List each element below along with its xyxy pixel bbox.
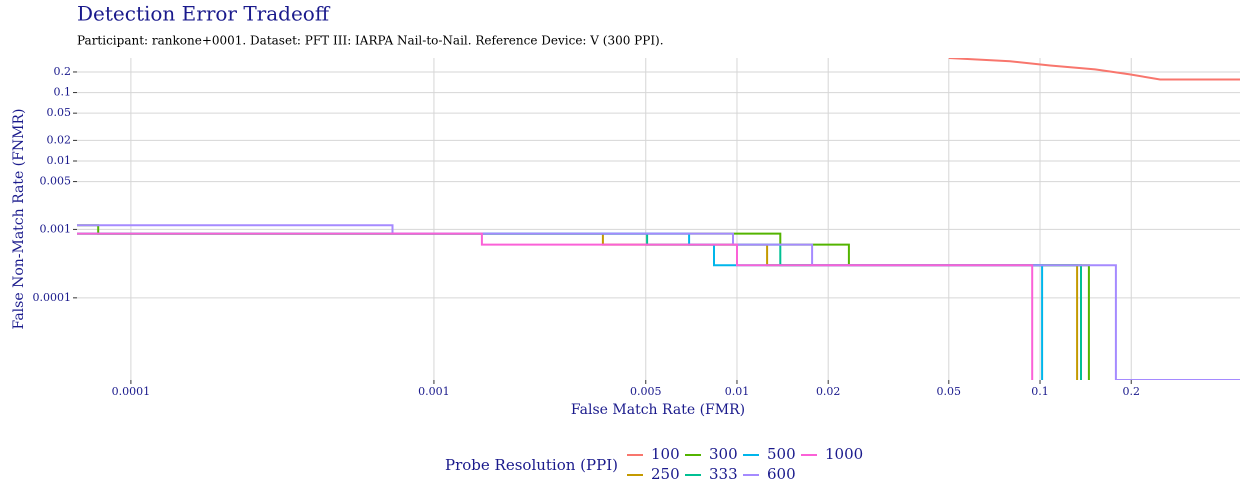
y-tick-label: 0.0001 bbox=[33, 291, 72, 304]
plot-lines bbox=[77, 58, 1240, 380]
x-axis-label: False Match Rate (FMR) bbox=[571, 402, 745, 418]
chart-subtitle: Participant: rankone+0001. Dataset: PFT … bbox=[77, 34, 664, 48]
x-tick-label: 0.005 bbox=[630, 385, 662, 398]
legend-label: 1000 bbox=[825, 445, 863, 463]
legend-label: 100 bbox=[651, 445, 680, 463]
legend-title: Probe Resolution (PPI) bbox=[445, 456, 618, 474]
x-tick-label: 0.2 bbox=[1122, 385, 1140, 398]
x-tick-label: 0.001 bbox=[418, 385, 450, 398]
legend-label: 300 bbox=[709, 445, 738, 463]
series-line bbox=[948, 58, 1240, 81]
legend-label: 250 bbox=[651, 465, 680, 483]
x-tick-label: 0.1 bbox=[1031, 385, 1049, 398]
y-tick-label: 0.02 bbox=[47, 133, 72, 146]
series-line bbox=[77, 232, 1044, 380]
x-tick-label: 0.01 bbox=[725, 385, 750, 398]
legend-label: 500 bbox=[767, 445, 796, 463]
x-tick-label: 0.02 bbox=[816, 385, 841, 398]
series-line bbox=[77, 232, 1079, 380]
legend-label: 333 bbox=[709, 465, 738, 483]
x-tick-label: 0.0001 bbox=[112, 385, 151, 398]
y-tick-label: 0.005 bbox=[40, 175, 72, 188]
y-tick-label: 0.2 bbox=[54, 65, 72, 78]
series-line bbox=[77, 232, 1034, 380]
chart-title: Detection Error Tradeoff bbox=[77, 2, 331, 26]
series-line bbox=[77, 232, 1082, 380]
y-tick-label: 0.001 bbox=[40, 222, 72, 235]
y-tick-label: 0.05 bbox=[47, 106, 72, 119]
y-tick-label: 0.1 bbox=[54, 86, 72, 99]
x-tick-label: 0.05 bbox=[937, 385, 962, 398]
series-line bbox=[77, 224, 1240, 380]
legend-label: 600 bbox=[767, 465, 796, 483]
y-tick-label: 0.01 bbox=[47, 154, 72, 167]
series-line bbox=[77, 224, 1090, 380]
y-axis-label: False Non-Match Rate (FNMR) bbox=[11, 109, 27, 330]
